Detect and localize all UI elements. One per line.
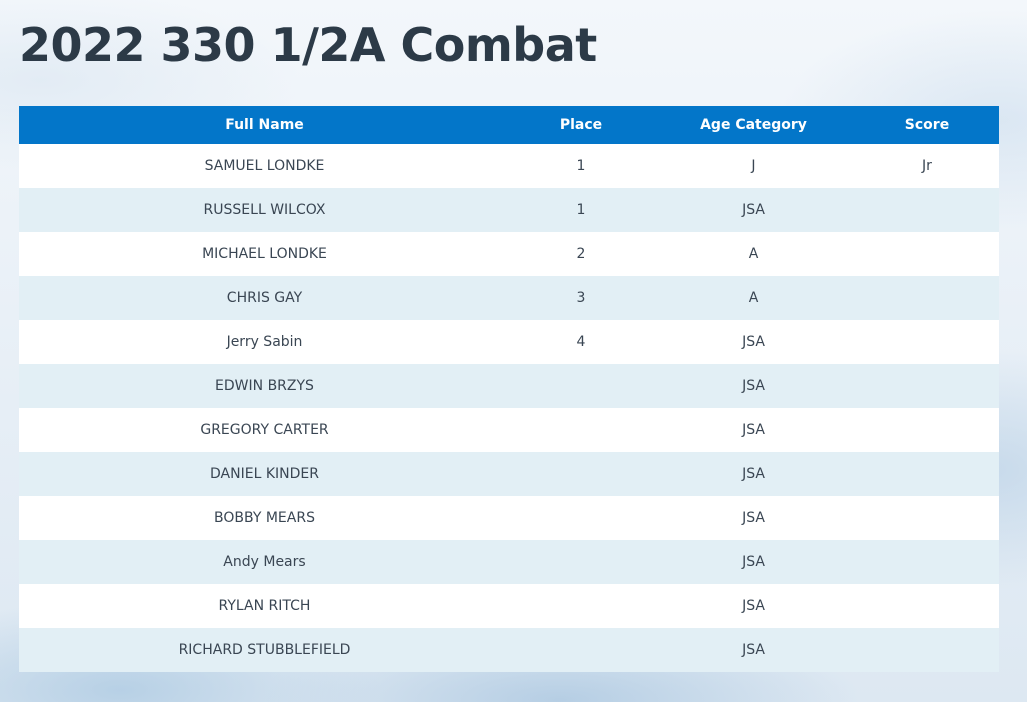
- cell-age-category: JSA: [742, 598, 765, 614]
- cell-score: [855, 408, 999, 452]
- cell-place: 4: [576, 334, 586, 350]
- cell-place: [510, 584, 652, 628]
- table-row: Jerry Sabin 4 JSA: [19, 320, 999, 364]
- cell-score: [855, 540, 999, 584]
- cell-full-name: EDWIN BRZYS: [215, 378, 314, 394]
- table-row: CHRIS GAY 3 A: [19, 276, 999, 320]
- table-row: Andy Mears JSA: [19, 540, 999, 584]
- cell-age-category: A: [748, 246, 759, 262]
- cell-place: [510, 540, 652, 584]
- table-row: EDWIN BRZYS JSA: [19, 364, 999, 408]
- cell-age-category: JSA: [742, 510, 765, 526]
- cell-age-category: JSA: [742, 466, 765, 482]
- cell-full-name: SAMUEL LONDKE: [204, 158, 325, 174]
- table-row: SAMUEL LONDKE 1 J Jr: [19, 144, 999, 188]
- cell-full-name: RYLAN RITCH: [218, 598, 311, 614]
- table-header-row: Full Name Place Age Category Score: [19, 106, 999, 144]
- cell-place: [510, 408, 652, 452]
- table-header: Full Name Place Age Category Score: [19, 106, 999, 144]
- cell-score: [855, 584, 999, 628]
- table-row: BOBBY MEARS JSA: [19, 496, 999, 540]
- cell-age-category: J: [751, 158, 756, 174]
- table-row: RUSSELL WILCOX 1 JSA: [19, 188, 999, 232]
- cell-full-name: RICHARD STUBBLEFIELD: [178, 642, 351, 658]
- table-row: RICHARD STUBBLEFIELD JSA: [19, 628, 999, 672]
- cell-place: 2: [576, 246, 586, 262]
- cell-score: [855, 496, 999, 540]
- column-header-full-name[interactable]: Full Name: [225, 117, 304, 133]
- cell-full-name: CHRIS GAY: [226, 290, 303, 306]
- cell-place: 3: [576, 290, 586, 306]
- column-header-place[interactable]: Place: [559, 117, 603, 133]
- column-header-age-category[interactable]: Age Category: [700, 117, 807, 133]
- cell-score: [855, 232, 999, 276]
- table-row: RYLAN RITCH JSA: [19, 584, 999, 628]
- cell-score: [855, 364, 999, 408]
- cell-place: [510, 628, 652, 672]
- cell-age-category: JSA: [742, 642, 765, 658]
- cell-full-name: Andy Mears: [223, 554, 306, 570]
- table-row: DANIEL KINDER JSA: [19, 452, 999, 496]
- cell-full-name: BOBBY MEARS: [214, 510, 315, 526]
- cell-score: [855, 188, 999, 232]
- cell-score: [855, 452, 999, 496]
- cell-full-name: Jerry Sabin: [226, 334, 303, 350]
- cell-age-category: JSA: [742, 378, 765, 394]
- results-table: Full Name Place Age Category Score SAMUE…: [19, 106, 999, 672]
- cell-age-category: JSA: [742, 202, 765, 218]
- page-title: 2022 330 1/2A Combat: [19, 18, 597, 72]
- column-header-score[interactable]: Score: [904, 117, 950, 133]
- cell-score: [855, 628, 999, 672]
- cell-place: [510, 364, 652, 408]
- table-body: SAMUEL LONDKE 1 J Jr RUSSELL WILCOX 1 JS…: [19, 144, 999, 672]
- cell-age-category: JSA: [742, 334, 765, 350]
- cell-full-name: GREGORY CARTER: [200, 422, 329, 438]
- cell-score: [855, 320, 999, 364]
- cell-full-name: DANIEL KINDER: [210, 466, 319, 482]
- cell-age-category: JSA: [742, 554, 765, 570]
- cell-score: Jr: [922, 158, 932, 174]
- cell-age-category: JSA: [742, 422, 765, 438]
- cell-place: [510, 452, 652, 496]
- table-row: GREGORY CARTER JSA: [19, 408, 999, 452]
- table-row: MICHAEL LONDKE 2 A: [19, 232, 999, 276]
- cell-place: 1: [576, 202, 586, 218]
- cell-place: [510, 496, 652, 540]
- cell-age-category: A: [748, 290, 759, 306]
- cell-score: [855, 276, 999, 320]
- cell-place: 1: [576, 158, 586, 174]
- cell-full-name: MICHAEL LONDKE: [202, 246, 327, 262]
- cell-full-name: RUSSELL WILCOX: [203, 202, 326, 218]
